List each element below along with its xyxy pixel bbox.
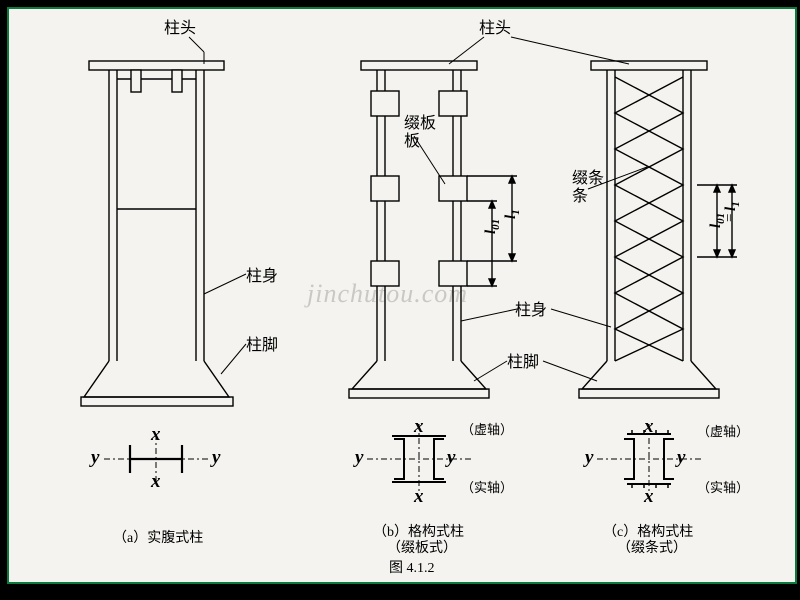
- axis-a-x-bot: x: [151, 471, 161, 493]
- label-lacing-plate2: 板: [404, 127, 420, 151]
- axis-c-y-left: y: [585, 447, 593, 469]
- axis-b-y-left: y: [355, 447, 363, 469]
- axis-a-y-left: y: [91, 447, 99, 469]
- label-lacing-bar2: 条: [572, 182, 588, 206]
- dim-eq-c: =: [722, 214, 739, 222]
- axis-c-real: （实轴）: [697, 477, 749, 496]
- axis-b-x-bot: x: [414, 486, 424, 508]
- figure-canvas: jinchutou.com: [7, 7, 797, 584]
- figure-number: 图 4.1.2: [389, 557, 435, 577]
- label-foot-bc: 柱脚: [507, 348, 539, 372]
- label-foot-a: 柱脚: [246, 331, 278, 355]
- label-head-right: 柱头: [479, 14, 511, 38]
- caption-b2: （缀板式）: [387, 537, 457, 557]
- caption-a: （a）实腹式柱: [113, 527, 203, 547]
- axis-b-y-right: y: [447, 447, 455, 469]
- diagram-svg: [9, 9, 795, 582]
- axis-b-x-top: x: [414, 416, 424, 438]
- label-head-left: 柱头: [164, 14, 196, 38]
- axis-c-x-bot: x: [644, 486, 654, 508]
- axis-b-real: （实轴）: [461, 477, 513, 496]
- dim-l1-c: l1: [723, 201, 742, 211]
- axis-c-y-right: y: [677, 447, 685, 469]
- caption-c2: （缀条式）: [617, 537, 687, 557]
- axis-c-virtual: （虚轴）: [697, 421, 749, 440]
- label-body-bc: 柱身: [515, 296, 547, 320]
- axis-a-x-top: x: [151, 424, 161, 446]
- label-body-a: 柱身: [246, 262, 278, 286]
- dim-l1-b: l1: [503, 209, 522, 219]
- axis-a-y-right: y: [212, 447, 220, 469]
- axis-b-virtual: （虚轴）: [461, 419, 513, 438]
- dim-l01-b: l01: [483, 219, 502, 234]
- axis-c-x-top: x: [644, 416, 654, 438]
